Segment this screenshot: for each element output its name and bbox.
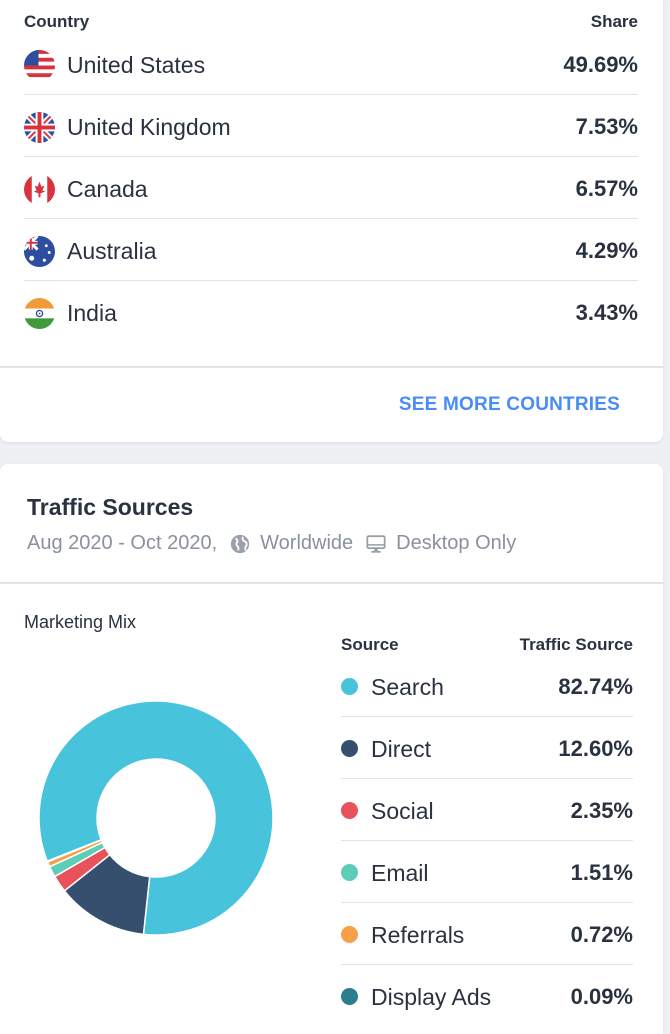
source-value: 0.09% (570, 984, 633, 1009)
canada-flag-icon (24, 174, 55, 205)
source-row-email[interactable]: Email 1.51% (341, 841, 633, 903)
source-value: 1.51% (570, 860, 633, 885)
region-label: Worldwide (260, 532, 354, 554)
source-row-social[interactable]: Social 2.35% (341, 779, 633, 841)
legend-dot (341, 802, 358, 819)
source-value: 2.35% (570, 798, 633, 823)
countries-card: Country Share United States 49.69% (0, 0, 663, 442)
country-column-header: Country (24, 12, 90, 31)
divider (0, 366, 663, 368)
legend-dot (341, 988, 358, 1005)
country-share: 4.29% (575, 238, 638, 263)
india-flag-icon (24, 298, 55, 329)
globe-icon (229, 533, 251, 555)
country-share: 3.43% (575, 300, 638, 325)
desktop-icon (365, 533, 387, 555)
traffic-sources-title: Traffic Sources (27, 494, 194, 520)
country-name: Canada (67, 176, 148, 202)
country-name: India (67, 300, 117, 326)
country-name: United Kingdom (67, 114, 231, 140)
traffic-sources-subtitle: Aug 2020 - Oct 2020, Worldwide Desktop O… (27, 532, 516, 555)
source-column-header: Source (341, 635, 399, 654)
country-share: 6.57% (575, 176, 638, 201)
country-name: Australia (67, 238, 157, 264)
source-row-search[interactable]: Search 82.74% (341, 655, 633, 717)
marketing-mix-title: Marketing Mix (24, 612, 137, 632)
source-row-referrals[interactable]: Referrals 0.72% (341, 903, 633, 965)
donut-slice-search[interactable] (38, 700, 274, 936)
australia-flag-icon (24, 236, 55, 267)
source-row-display-ads[interactable]: Display Ads 0.09% (341, 965, 633, 1027)
source-name: Display Ads (371, 984, 492, 1010)
country-name: United States (67, 52, 206, 78)
legend-dot (341, 740, 358, 757)
divider (0, 582, 663, 584)
source-name: Social (371, 798, 434, 824)
date-range: Aug 2020 - Oct 2020, (27, 532, 218, 554)
country-share: 7.53% (575, 114, 638, 139)
share-column-header: Share (590, 12, 638, 31)
source-name: Search (371, 674, 444, 700)
source-value: 0.72% (570, 922, 633, 947)
source-name: Direct (371, 736, 432, 762)
uk-flag-icon (24, 112, 55, 143)
legend-dot (341, 864, 358, 881)
country-row-india[interactable]: India 3.43% (24, 281, 638, 343)
country-row-united-states[interactable]: United States 49.69% (24, 33, 638, 95)
country-share: 49.69% (563, 52, 638, 77)
traffic-sources-card: Traffic Sources Aug 2020 - Oct 2020, Wor… (0, 464, 663, 1034)
country-row-canada[interactable]: Canada 6.57% (24, 157, 638, 219)
country-row-united-kingdom[interactable]: United Kingdom 7.53% (24, 95, 638, 157)
legend-dot (341, 926, 358, 943)
source-name: Referrals (371, 922, 465, 948)
device-label: Desktop Only (396, 532, 517, 554)
country-row-australia[interactable]: Australia 4.29% (24, 219, 638, 281)
see-more-countries-link[interactable]: SEE MORE COUNTRIES (398, 394, 620, 415)
traffic-source-column-header: Traffic Source (519, 635, 633, 654)
source-name: Email (371, 860, 429, 886)
source-row-direct[interactable]: Direct 12.60% (341, 717, 633, 779)
us-flag-icon (24, 50, 55, 81)
marketing-mix-donut-chart (38, 700, 274, 936)
source-value: 12.60% (558, 736, 633, 761)
donut-slice-display-ads[interactable] (46, 838, 103, 863)
source-value: 82.74% (558, 674, 633, 699)
legend-dot (341, 678, 358, 695)
